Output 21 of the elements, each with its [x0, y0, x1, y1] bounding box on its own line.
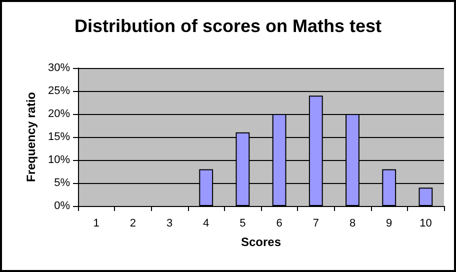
y-tick-label: 5% [54, 177, 70, 189]
x-tick-label: 2 [130, 218, 136, 230]
x-tick-label: 8 [349, 218, 356, 230]
x-axis-title: Scores [240, 235, 282, 249]
y-tick-label: 20% [48, 108, 70, 120]
x-tick-label: 4 [203, 218, 210, 230]
y-tick-label: 10% [48, 154, 70, 166]
x-tick-label: 3 [166, 218, 173, 230]
y-tick-label: 25% [48, 85, 70, 97]
y-tick-label: 0% [54, 200, 70, 212]
y-tick-label: 15% [48, 131, 70, 143]
y-axis-title: Frequency ratio [24, 92, 38, 182]
x-tick-label: 7 [312, 218, 319, 230]
y-tick-label: 30% [48, 62, 70, 74]
x-tick-label: 5 [240, 218, 246, 230]
x-tick-label: 6 [276, 218, 282, 230]
x-tick-label: 1 [93, 218, 100, 230]
x-tick-label: 9 [386, 218, 392, 230]
bar [418, 188, 433, 206]
chart-title: Distribution of scores on Maths test [74, 16, 382, 36]
x-tick-label: 10 [420, 218, 432, 230]
